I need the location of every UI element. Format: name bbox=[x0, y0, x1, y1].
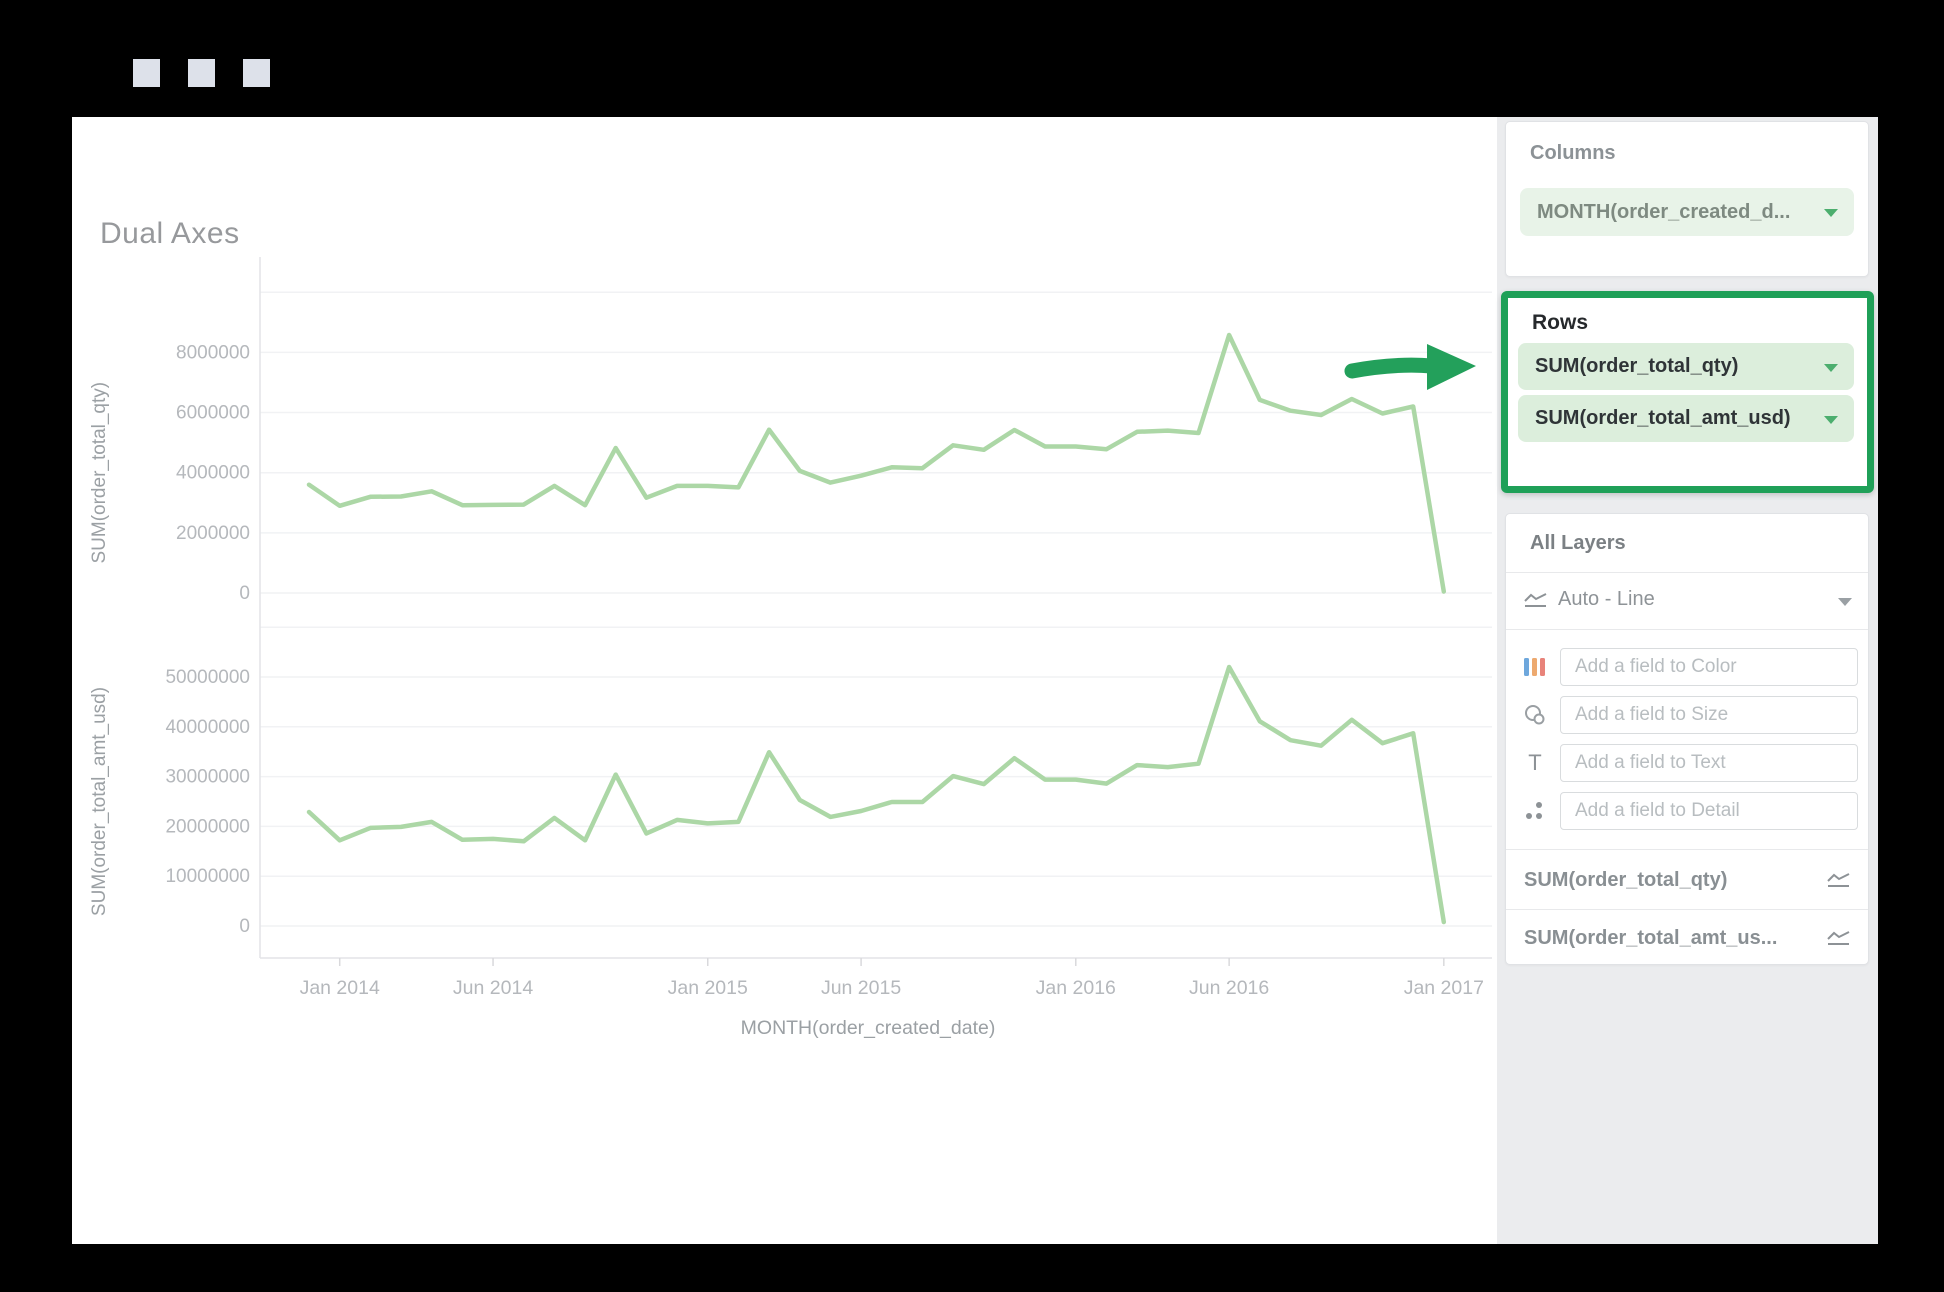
y-axis-title: SUM(order_total_qty) bbox=[89, 382, 110, 564]
divider bbox=[1506, 629, 1868, 630]
window-button-2[interactable] bbox=[188, 59, 215, 87]
columns-label: Columns bbox=[1530, 142, 1616, 164]
color-icon bbox=[1524, 658, 1545, 676]
chevron-down-icon[interactable] bbox=[1824, 415, 1838, 424]
amt-line-series bbox=[306, 664, 1447, 925]
annotation-arrow-head bbox=[1427, 344, 1476, 390]
mark-type-value: Auto - Line bbox=[1558, 588, 1655, 610]
dual-axes-chart: 0 2000000 4000000 6000000 8000000 SUM(order_t… bbox=[89, 257, 1492, 1039]
y-tick-label: 6000000 bbox=[176, 403, 250, 424]
detail-field-row bbox=[1506, 792, 1868, 830]
size-field-row bbox=[1506, 696, 1868, 734]
y-axis-title: SUM(order_total_amt_usd) bbox=[89, 687, 110, 916]
field-panel: Columns MONTH(order_created_d... Rows SU… bbox=[1497, 117, 1878, 1244]
y-tick-label: 10000000 bbox=[165, 866, 250, 887]
rows-pill-amt-label: SUM(order_total_amt_usd) bbox=[1535, 407, 1791, 429]
columns-shelf: Columns MONTH(order_created_d... bbox=[1505, 121, 1869, 277]
layer-amt-label: SUM(order_total_amt_us... bbox=[1524, 927, 1778, 949]
x-tick-label: Jun 2015 bbox=[821, 977, 901, 999]
line-chart-icon bbox=[1524, 593, 1547, 607]
columns-pill-label: MONTH(order_created_d... bbox=[1537, 200, 1791, 223]
y-tick-label: 20000000 bbox=[165, 816, 250, 837]
y-tick-label: 0 bbox=[239, 916, 250, 937]
divider bbox=[1506, 572, 1868, 573]
y-tick-label: 0 bbox=[239, 583, 250, 604]
line-chart-icon bbox=[1827, 931, 1850, 945]
x-tick-label: Jan 2014 bbox=[300, 977, 380, 999]
divider bbox=[1506, 909, 1868, 910]
chevron-down-icon[interactable] bbox=[1838, 598, 1852, 606]
y-tick-label: 8000000 bbox=[176, 342, 250, 363]
chart-title: Dual Axes bbox=[100, 217, 240, 250]
rows-field-pill-qty[interactable]: SUM(order_total_qty) bbox=[1518, 343, 1854, 390]
color-field-input[interactable] bbox=[1560, 648, 1858, 686]
svg-text:T: T bbox=[1528, 751, 1541, 775]
mark-type-dropdown[interactable]: Auto - Line bbox=[1506, 573, 1868, 629]
y-tick-label: 2000000 bbox=[176, 523, 250, 544]
color-field-row bbox=[1506, 648, 1868, 686]
rows-shelf-highlighted: Rows SUM(order_total_qty) SUM(order_tota… bbox=[1501, 291, 1874, 493]
divider bbox=[1506, 849, 1868, 850]
all-layers-card: All Layers Auto - Line bbox=[1505, 513, 1869, 965]
rows-label: Rows bbox=[1532, 311, 1589, 334]
app-window: Dual Axes 0 2000000 4000000 6000000 8000000 S… bbox=[72, 117, 1878, 1244]
qty-line-series bbox=[306, 332, 1447, 594]
x-tick-label: Jun 2014 bbox=[453, 977, 533, 999]
x-tick-label: Jan 2015 bbox=[668, 977, 748, 999]
annotation-arrow-shaft bbox=[1344, 357, 1440, 379]
chart-canvas: Dual Axes 0 2000000 4000000 6000000 8000000 S… bbox=[72, 117, 1497, 1244]
chevron-down-icon[interactable] bbox=[1824, 363, 1838, 372]
y-tick-label: 30000000 bbox=[165, 767, 250, 788]
size-icon bbox=[1525, 705, 1545, 725]
layer-qty-label: SUM(order_total_qty) bbox=[1524, 869, 1728, 891]
x-axis-title: MONTH(order_created_date) bbox=[741, 1017, 996, 1039]
chevron-down-icon[interactable] bbox=[1824, 209, 1838, 217]
rows-field-pill-amt[interactable]: SUM(order_total_amt_usd) bbox=[1518, 395, 1854, 442]
x-tick-label: Jan 2017 bbox=[1404, 977, 1484, 999]
window-button-3[interactable] bbox=[243, 59, 270, 87]
line-chart-icon bbox=[1827, 873, 1850, 887]
text-field-input[interactable] bbox=[1560, 744, 1858, 782]
y-tick-label: 40000000 bbox=[165, 717, 250, 738]
y-tick-label: 50000000 bbox=[165, 667, 250, 688]
x-tick-label: Jun 2016 bbox=[1189, 977, 1269, 999]
text-icon: T bbox=[1528, 751, 1541, 775]
window-button-1[interactable] bbox=[133, 59, 160, 87]
text-field-row: T bbox=[1506, 744, 1868, 782]
detail-icon bbox=[1526, 802, 1542, 819]
x-tick-label: Jan 2016 bbox=[1036, 977, 1116, 999]
y-tick-label: 4000000 bbox=[176, 463, 250, 484]
size-field-input[interactable] bbox=[1560, 696, 1858, 734]
detail-field-input[interactable] bbox=[1560, 792, 1858, 830]
columns-field-pill[interactable]: MONTH(order_created_d... bbox=[1520, 188, 1854, 236]
all-layers-label: All Layers bbox=[1530, 532, 1626, 554]
rows-pill-qty-label: SUM(order_total_qty) bbox=[1535, 355, 1739, 377]
